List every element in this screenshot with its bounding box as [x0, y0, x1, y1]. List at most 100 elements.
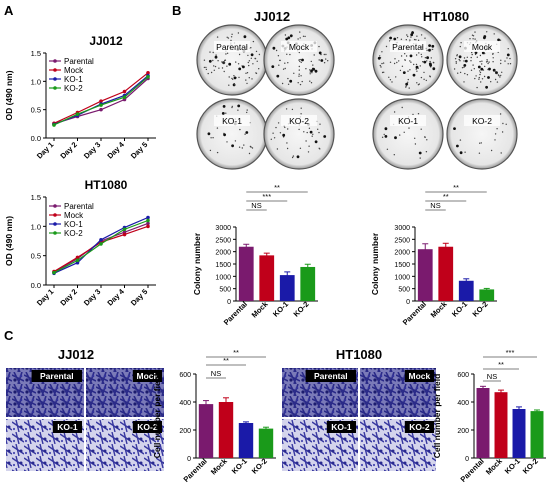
dish-label-bg — [464, 41, 500, 52]
colony-dot — [217, 60, 219, 62]
colony-dot — [226, 65, 228, 67]
colony-dot — [282, 68, 285, 70]
colony-dot — [208, 59, 212, 63]
colony-dot — [507, 48, 509, 50]
colony-dot — [299, 147, 302, 149]
significance-label: ** — [443, 192, 449, 201]
colony-dot — [214, 55, 218, 59]
colony-dot — [381, 136, 384, 138]
significance-label: NS — [211, 369, 221, 378]
colony-dot — [323, 135, 327, 138]
y-tick-label: 1000 — [215, 274, 231, 281]
image-label: KO-2 — [409, 422, 430, 432]
legend-marker — [53, 68, 57, 72]
dish-label: Mock — [472, 42, 493, 52]
colony-dot — [401, 65, 404, 68]
colony-dot — [430, 57, 432, 59]
colony-dot — [287, 128, 289, 130]
colony-dot — [470, 69, 473, 72]
colony-dot — [485, 85, 488, 89]
colony-dot — [425, 151, 428, 153]
colony-dot — [409, 39, 411, 41]
dish-label-bg — [214, 115, 250, 126]
colony-dot — [245, 131, 249, 134]
colony-dot — [492, 53, 494, 55]
data-point — [99, 238, 103, 242]
colony-dot — [414, 137, 416, 139]
colony-dot — [479, 142, 481, 144]
colony-dot — [426, 49, 428, 51]
colony-dot — [250, 57, 252, 59]
colony-dot — [250, 47, 252, 49]
colony-dot — [209, 51, 211, 53]
colony-dot — [393, 37, 397, 41]
colony-dot — [308, 127, 311, 129]
legend-label: KO-2 — [64, 229, 83, 238]
colony-dot — [286, 53, 288, 55]
colony-dot — [319, 123, 321, 125]
colony-dot — [282, 133, 286, 137]
colony-dot — [223, 70, 225, 73]
colony-dot — [496, 72, 498, 75]
colony-dot — [424, 136, 426, 138]
image-label: Mock — [137, 371, 159, 381]
colony-dot — [207, 132, 211, 136]
colony-dish-grid: Parental Mock KO-1 KO-2 Parental Mock KO-1 KO-2 — [196, 24, 518, 170]
colony-dot — [245, 72, 247, 75]
colony-dot — [395, 76, 397, 78]
colony-dot — [399, 69, 402, 72]
legend-marker — [53, 77, 57, 81]
bar — [530, 411, 544, 458]
colony-dot — [420, 34, 423, 36]
colony-dot — [464, 151, 466, 153]
colony-dot — [248, 60, 251, 62]
colony-dot — [205, 68, 208, 71]
colony-dot — [252, 63, 254, 65]
colony-dot — [255, 50, 258, 53]
colony-dot — [501, 71, 503, 74]
colony-dot — [416, 82, 418, 84]
colony-dot — [481, 78, 484, 80]
colony-dot — [412, 73, 416, 77]
colony-dot — [478, 76, 480, 79]
colony-dot — [494, 70, 496, 72]
colony-dot — [298, 51, 300, 54]
colony-dot — [212, 59, 214, 62]
y-tick-label: 0.5 — [31, 106, 41, 115]
colony-dot — [250, 53, 254, 57]
colony-dot — [301, 80, 303, 83]
colony-dot — [234, 140, 237, 142]
colony-dot — [291, 108, 294, 111]
colony-dot — [381, 62, 383, 65]
colony-dot — [299, 37, 301, 39]
dish-label: Parental — [216, 42, 248, 52]
colony-dot — [298, 59, 300, 61]
colony-dot — [413, 63, 415, 66]
colony-dot — [314, 69, 318, 73]
migration-image: KO-2 — [86, 419, 164, 471]
data-point — [146, 218, 150, 223]
colony-dot — [231, 105, 233, 108]
y-axis-label: Colony number — [370, 232, 380, 295]
colony-dot — [384, 135, 388, 138]
x-tick-label: Parental — [401, 300, 428, 327]
colony-dot — [313, 54, 315, 56]
colony-dot — [486, 31, 488, 33]
dish-label: KO-2 — [472, 116, 492, 126]
image-label-bg — [132, 370, 162, 382]
colony-dot — [251, 78, 253, 80]
colony-dot — [228, 84, 230, 86]
colony-dot — [481, 60, 483, 62]
colony-dot — [499, 39, 502, 41]
colony-dot — [410, 33, 414, 37]
colony-dot — [405, 82, 409, 86]
colony-dot — [300, 113, 302, 115]
colony-dot — [488, 61, 490, 63]
colony-dot — [231, 77, 233, 80]
y-tick-label: 3000 — [215, 225, 231, 232]
colony-dot — [404, 53, 406, 55]
colony-dot — [415, 39, 417, 41]
colony-dot — [506, 53, 510, 57]
colony-dot — [396, 37, 399, 39]
